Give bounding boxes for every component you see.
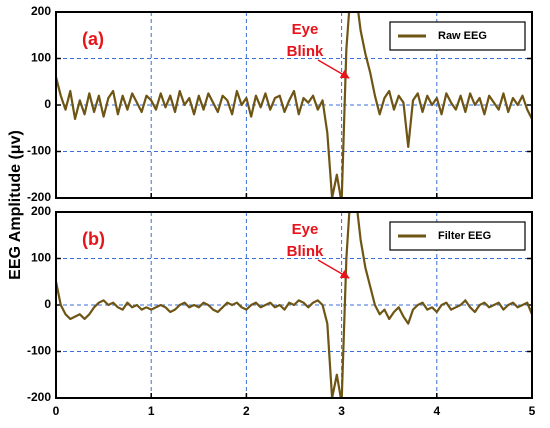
y-tick-label: 0 — [44, 297, 51, 311]
y-tick-label: -100 — [27, 344, 51, 358]
panel-label: (b) — [82, 229, 105, 249]
panel-label: (a) — [82, 29, 104, 49]
data-line — [56, 12, 532, 198]
annotation-arrow — [317, 259, 350, 279]
legend-label: Raw EEG — [438, 30, 487, 42]
y-tick-label: 100 — [31, 251, 51, 265]
y-tick-label: -200 — [27, 190, 51, 204]
y-tick-label: 100 — [31, 51, 51, 65]
plot-frame — [55, 11, 533, 199]
data-line — [56, 212, 532, 398]
x-tick-label: 1 — [148, 404, 155, 418]
x-tick-label: 0 — [53, 404, 60, 418]
x-tick-label: 4 — [433, 404, 440, 418]
y-tick-label: -100 — [27, 144, 51, 158]
plot-frame — [55, 211, 533, 399]
y-tick-label: -200 — [27, 390, 51, 404]
y-tick-label: 0 — [44, 97, 51, 111]
annotation: Eye — [292, 21, 319, 38]
annotation-arrow — [317, 59, 350, 79]
legend-label: Filter EEG — [438, 230, 491, 242]
y-tick-label: 200 — [31, 4, 51, 18]
x-tick-label: 5 — [529, 404, 536, 418]
y-tick-label: 200 — [31, 204, 51, 218]
annotation: Eye — [292, 221, 319, 238]
x-tick-label: 3 — [338, 404, 345, 418]
y-axis-label: EEG Amplitude (μv) — [7, 130, 24, 280]
annotation: Blink — [287, 243, 324, 260]
x-tick-label: 2 — [243, 404, 250, 418]
annotation: Blink — [287, 43, 324, 60]
